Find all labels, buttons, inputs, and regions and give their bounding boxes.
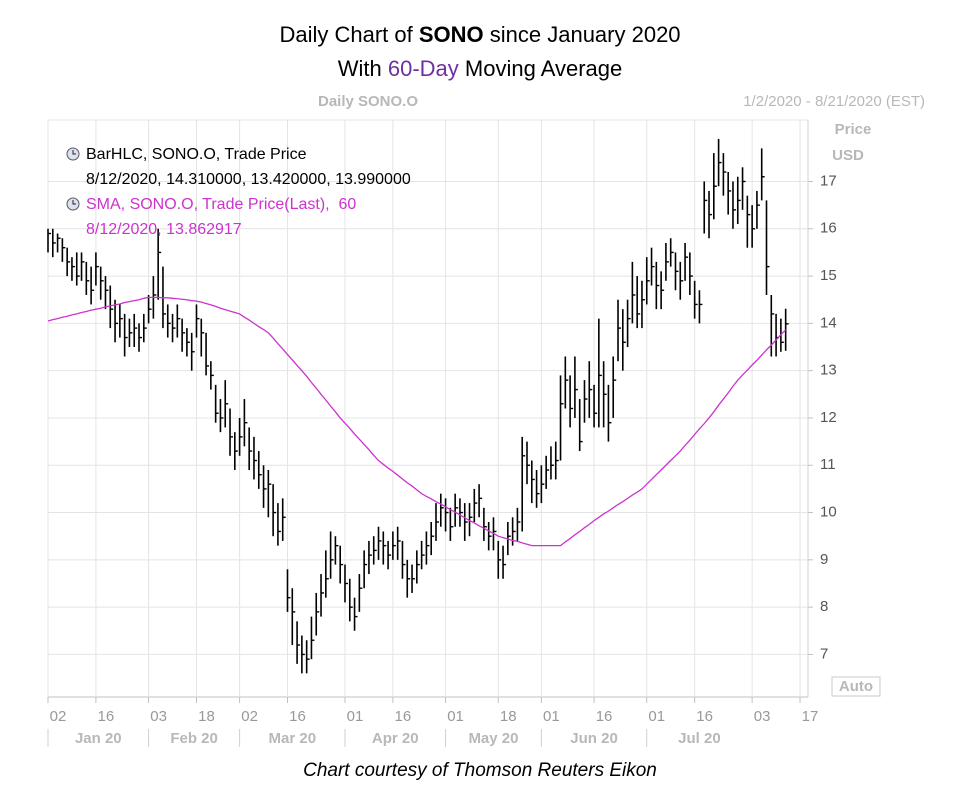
y-tick-label: 7	[820, 645, 828, 662]
month-label: May 20	[468, 730, 518, 747]
month-label: Apr 20	[372, 730, 419, 747]
x-tick-label: 18	[500, 708, 517, 725]
y-tick-label: 9	[820, 551, 828, 568]
x-tick-label: 03	[754, 708, 771, 725]
title-part: since January 2020	[484, 22, 681, 47]
x-tick-label: 16	[289, 708, 306, 725]
legend-entry: SMA, SONO.O, Trade Price(Last), 60 8/12/2…	[66, 196, 356, 238]
title-part: 60-Day	[388, 56, 459, 81]
x-tick-label: 01	[648, 708, 665, 725]
x-tick-label: 02	[241, 708, 258, 725]
y-tick-label: 13	[820, 362, 837, 379]
x-tick-label: 01	[447, 708, 464, 725]
y-tick-label: 8	[820, 598, 828, 615]
month-label: Feb 20	[170, 730, 218, 747]
y-axis-label: Price	[835, 121, 872, 138]
x-tick-label: 17	[802, 708, 819, 725]
x-tick-label: 01	[347, 708, 364, 725]
legend-detail: 8/12/2020, 14.310000, 13.420000, 13.9900…	[86, 171, 411, 188]
x-tick-label: 02	[50, 708, 67, 725]
legend-icon-hand	[72, 200, 76, 205]
y-tick-label: 12	[820, 409, 837, 426]
scale-button[interactable]	[831, 676, 881, 697]
month-label: Jun 20	[570, 730, 618, 747]
y-tick-label: 11	[820, 456, 836, 473]
y-tick-label: 17	[820, 172, 837, 189]
x-tick-label: 16	[696, 708, 713, 725]
y-tick-label: 14	[820, 314, 837, 331]
y-tick-label: 10	[820, 504, 837, 521]
caption: Chart courtesy of Thomson Reuters Eikon	[303, 760, 657, 781]
legend-detail: 8/12/2020, 13.862917	[86, 221, 242, 238]
title-part: SONO	[419, 22, 484, 47]
y-tick-label: 15	[820, 267, 837, 284]
x-tick-label: 18	[198, 708, 215, 725]
x-tick-label: 16	[98, 708, 115, 725]
legend-label: BarHLC, SONO.O, Trade Price	[86, 146, 307, 163]
x-tick-label: 16	[596, 708, 613, 725]
title-part: With	[338, 56, 388, 81]
month-label: Jan 20	[75, 730, 122, 747]
y-axis-label: USD	[832, 147, 864, 164]
legend-label: SMA, SONO.O, Trade Price(Last), 60	[86, 196, 356, 213]
scale-button-label[interactable]: Auto	[839, 678, 873, 695]
month-label: Jul 20	[678, 730, 721, 747]
title-line-2: With 60-Day Moving Average	[338, 56, 623, 81]
title-line-1: Daily Chart of SONO since January 2020	[279, 22, 680, 47]
month-label: Mar 20	[269, 730, 317, 747]
x-tick-label: 01	[543, 708, 560, 725]
legend-icon-hand	[72, 150, 76, 155]
title-part: Daily Chart of	[279, 22, 418, 47]
date-range: 1/2/2020 - 8/21/2020 (EST)	[743, 93, 925, 110]
title-part: Moving Average	[459, 56, 622, 81]
legend-entry: BarHLC, SONO.O, Trade Price 8/12/2020, 14…	[66, 146, 411, 188]
y-tick-label: 16	[820, 220, 837, 237]
sma-line	[47, 296, 787, 547]
x-tick-label: 03	[150, 708, 167, 725]
x-tick-label: 16	[395, 708, 412, 725]
chart-header: Daily SONO.O	[318, 93, 418, 110]
